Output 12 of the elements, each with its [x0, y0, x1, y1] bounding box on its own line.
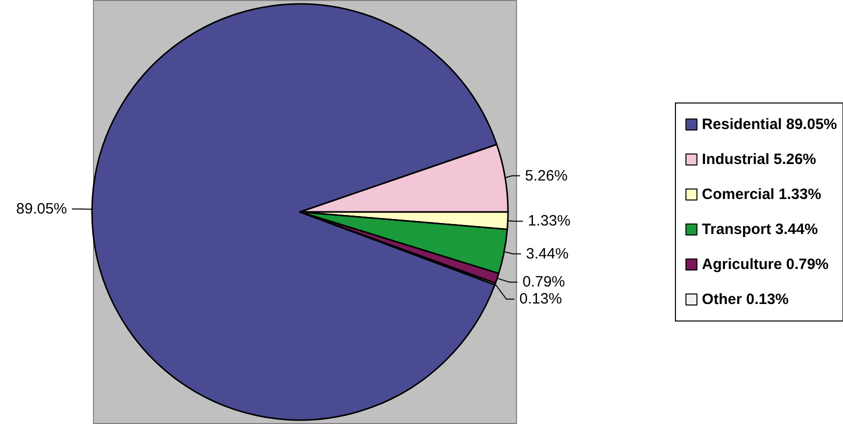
data-label: 89.05% [16, 200, 68, 218]
data-label: 5.26% [525, 167, 568, 184]
legend-label: Industrial 5.26% [702, 151, 816, 168]
data-label: 3.44% [526, 245, 569, 262]
legend-label: Comercial 1.33% [702, 186, 822, 203]
data-label: 0.13% [519, 290, 562, 308]
data-label: 0.79% [522, 274, 566, 291]
legend-label: Residential 89.05% [702, 116, 838, 133]
legend-label: Transport 3.44% [702, 221, 818, 238]
data-label: 1.33% [528, 212, 570, 230]
legend-label: Other 0.13% [702, 291, 789, 308]
legend-label: Agriculture 0.79% [702, 256, 829, 273]
